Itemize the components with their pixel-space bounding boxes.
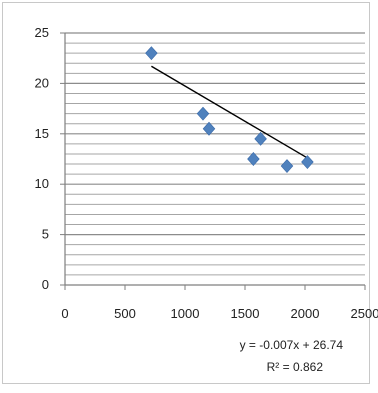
tick-label-layer: 0 5 10 15 20 25 0 500 1000 1500 2000 2500 bbox=[35, 25, 378, 321]
x-tick-label: 0 bbox=[61, 306, 68, 321]
chart-frame: 0 5 10 15 20 25 0 500 1000 1500 2000 2500 y = -0.00… bbox=[2, 2, 378, 384]
data-point bbox=[254, 131, 267, 146]
y-tick-label: 0 bbox=[42, 277, 49, 292]
x-tick-label: 2500 bbox=[351, 306, 378, 321]
y-tick-label: 25 bbox=[35, 25, 49, 40]
trendline-layer bbox=[151, 65, 309, 160]
x-tick-label: 2000 bbox=[291, 306, 320, 321]
scatter-chart: 0 5 10 15 20 25 0 500 1000 1500 2000 2500 y = -0.00… bbox=[35, 25, 378, 374]
data-point bbox=[247, 152, 260, 166]
data-point bbox=[202, 121, 216, 136]
data-point-layer bbox=[145, 46, 314, 174]
trendline bbox=[151, 65, 309, 160]
grid-layer bbox=[65, 32, 365, 276]
y-tick-label: 5 bbox=[42, 227, 49, 242]
r-squared-label: R² = 0.862 bbox=[267, 360, 324, 374]
x-tick-label: 1500 bbox=[231, 306, 260, 321]
y-tick-label: 10 bbox=[35, 176, 49, 191]
data-point bbox=[196, 106, 210, 121]
y-tick-label: 20 bbox=[35, 75, 49, 90]
data-point bbox=[280, 159, 294, 174]
x-tick-label: 1000 bbox=[171, 306, 200, 321]
trendline-equation: y = -0.007x + 26.74 bbox=[240, 338, 344, 352]
data-point bbox=[301, 155, 314, 169]
y-tick-label: 15 bbox=[35, 126, 49, 141]
axis-layer bbox=[60, 32, 366, 290]
data-point bbox=[145, 46, 158, 61]
x-tick-label: 500 bbox=[114, 306, 136, 321]
